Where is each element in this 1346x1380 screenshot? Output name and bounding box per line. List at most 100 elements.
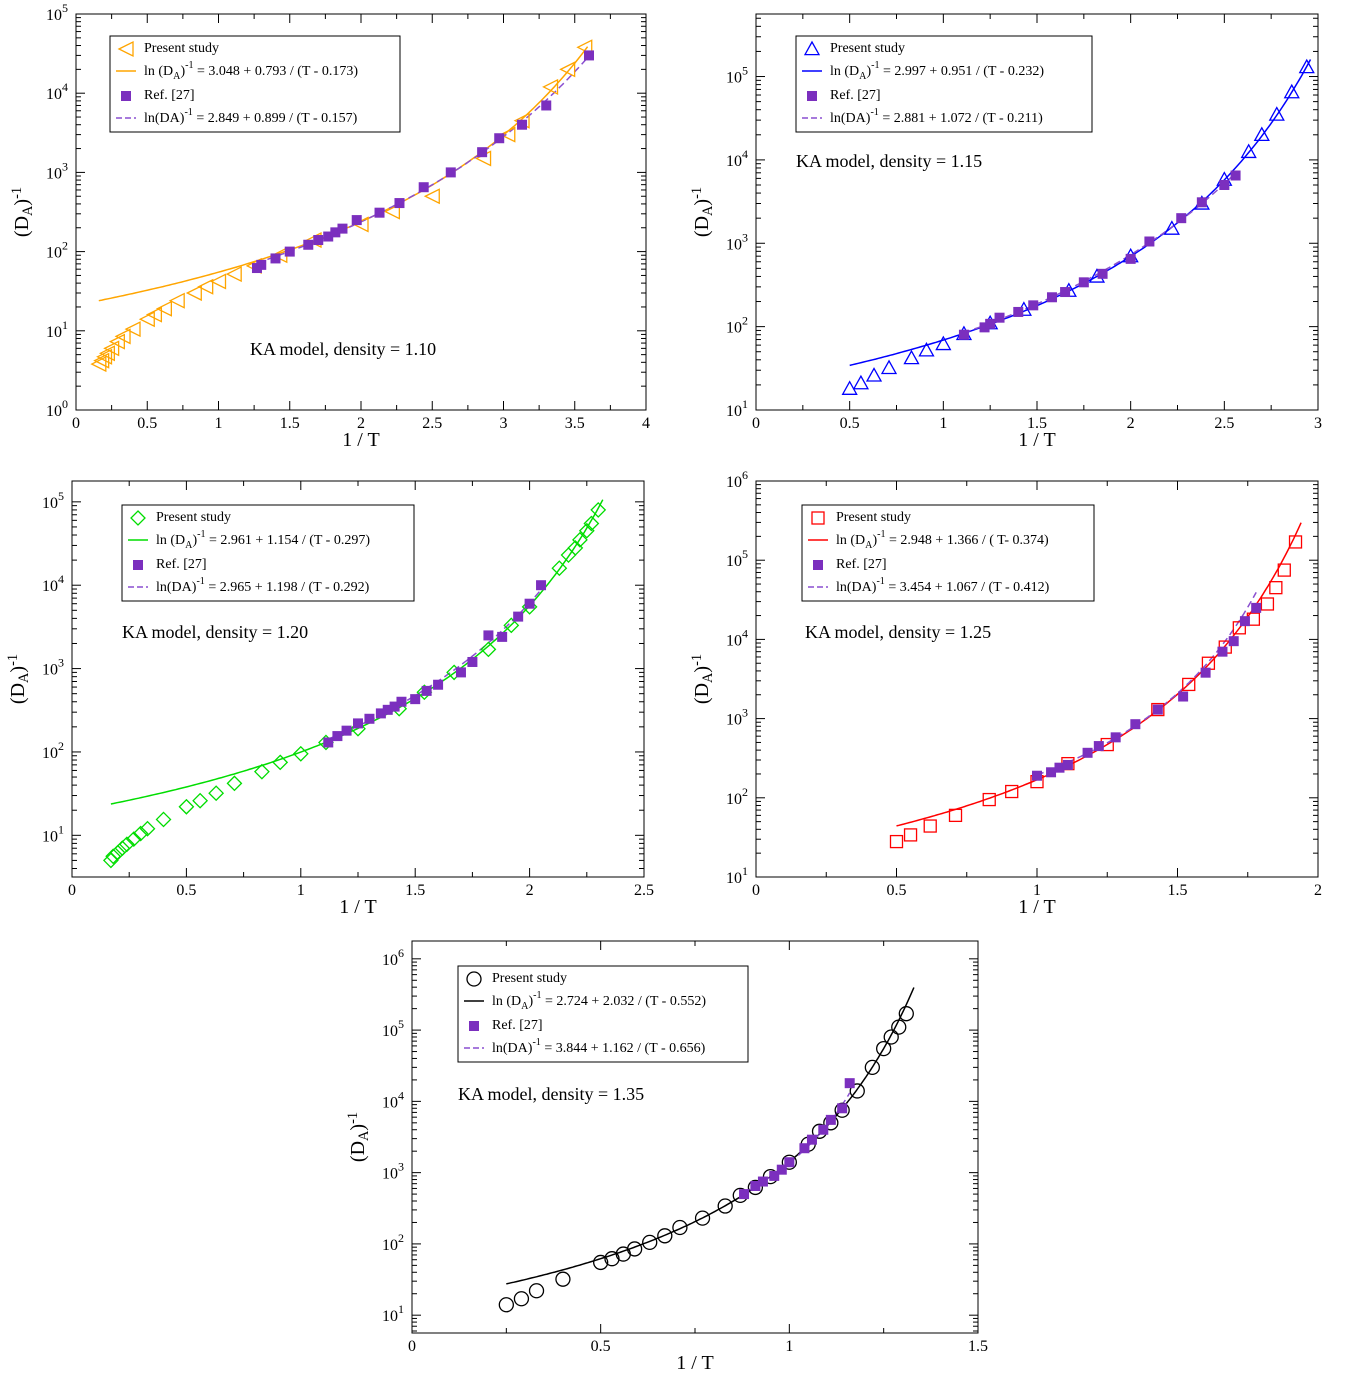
legend-label: Present study [144, 41, 219, 56]
y-tick-label: 102 [726, 785, 748, 808]
ref27-point [818, 1124, 829, 1135]
ref27-point [769, 1170, 780, 1181]
present-study-point [226, 775, 243, 792]
y-tick-label: 103 [46, 159, 68, 182]
present-study-point [889, 834, 904, 849]
text-run: ) [180, 64, 185, 79]
y-tick-label: 103 [726, 706, 748, 729]
ref27-point [1217, 646, 1228, 657]
text-run: (D [7, 683, 29, 704]
text-run: ) [7, 666, 29, 673]
present-study-point [657, 1228, 673, 1244]
x-tick-label: 2.5 [1214, 415, 1234, 432]
present-study-point [1283, 83, 1300, 99]
tick-base: 10 [726, 870, 742, 887]
text-run: ln (D [830, 64, 859, 79]
present-study-point [210, 273, 227, 290]
x-tick-label: 1 [297, 882, 305, 899]
present-study-point [118, 836, 135, 853]
tick-exponent: 5 [742, 64, 748, 78]
tick-exponent: 1 [58, 822, 64, 836]
present-study-point [272, 754, 289, 771]
ref27-point [323, 231, 334, 242]
present-study-point [93, 352, 110, 369]
present-study-point [672, 1219, 688, 1236]
present-study-point [105, 848, 122, 865]
tick-base: 10 [382, 1094, 398, 1111]
tick-exponent: 5 [58, 489, 64, 503]
tick-exponent: 1 [742, 397, 748, 411]
ref27-point [750, 1180, 761, 1191]
tick-exponent: 0 [62, 397, 68, 411]
tick-base: 10 [382, 1308, 398, 1325]
ref27-point [1125, 253, 1136, 264]
legend-label: Present study [492, 971, 567, 986]
tick-exponent: 5 [398, 1017, 404, 1031]
present-study-point [145, 306, 163, 323]
y-tick-label: 103 [382, 1160, 404, 1183]
ref27-point [332, 731, 343, 742]
tick-base: 10 [726, 553, 742, 570]
ref27-point [323, 737, 334, 748]
plot-area [90, 39, 594, 373]
present-study-point [168, 292, 185, 309]
tick-exponent: 4 [742, 147, 748, 161]
tick-exponent: 4 [398, 1088, 404, 1102]
superscript: -1 [184, 107, 192, 118]
tick-exponent: 2 [62, 239, 68, 253]
legend-label: Present study [836, 510, 911, 525]
text-run: Present study [492, 971, 567, 986]
text-run: Present study [830, 41, 905, 56]
tick-base: 10 [46, 403, 62, 420]
present-study-point [923, 819, 937, 833]
ref27-point [351, 215, 362, 226]
ref-fit-curve [328, 589, 542, 740]
tick-base: 10 [726, 403, 742, 420]
ref27-point [313, 235, 324, 246]
present-study-point [852, 374, 870, 390]
legend-label: ln(DA)-1 = 2.881 + 1.072 / (T - 0.211) [830, 107, 1043, 126]
present-study-point [604, 1251, 620, 1267]
text-run: ln(DA) [492, 1041, 533, 1056]
tick-exponent: 1 [62, 318, 68, 332]
tick-exponent: 6 [742, 468, 748, 482]
tick-base: 10 [726, 712, 742, 729]
text-run: Ref. [27] [156, 557, 207, 572]
present-study-point [1269, 581, 1283, 595]
present-study-point [883, 1029, 899, 1045]
ref27-point [536, 580, 547, 591]
present-study-point [225, 266, 242, 283]
superscript: -1 [197, 529, 205, 540]
ref27-point [256, 259, 267, 270]
present-study-point [103, 340, 120, 357]
superscript: -1 [196, 576, 204, 587]
x-tick-label: 1.5 [280, 415, 300, 432]
tick-base: 10 [382, 1023, 398, 1040]
ref27-point [410, 694, 421, 705]
y-tick-label: 102 [726, 314, 748, 337]
x-tick-label: 0.5 [137, 415, 157, 432]
tick-exponent: 5 [742, 547, 748, 561]
present-study-point [109, 844, 126, 861]
legend-box [109, 35, 401, 133]
tick-base: 10 [42, 745, 58, 762]
y-tick-label: 105 [42, 489, 64, 512]
ref27-point [739, 1189, 750, 1200]
text-run: ln (D [836, 533, 865, 548]
ref27-point [958, 329, 969, 340]
present-study-point [1163, 220, 1180, 235]
tick-base: 10 [726, 632, 742, 649]
superscript: -1 [877, 529, 885, 540]
ref27-point [455, 667, 466, 678]
present-study-point [1268, 106, 1285, 121]
density-annotation: KA model, density = 1.25 [805, 622, 991, 642]
text-run: ) [192, 533, 197, 548]
present-study-point [551, 560, 568, 577]
ref27-point [418, 182, 429, 193]
x-tick-label: 2 [526, 882, 534, 899]
x-tick-label: 0 [408, 1338, 416, 1355]
ref27-point [1028, 300, 1039, 311]
legend-present-marker [811, 511, 825, 525]
